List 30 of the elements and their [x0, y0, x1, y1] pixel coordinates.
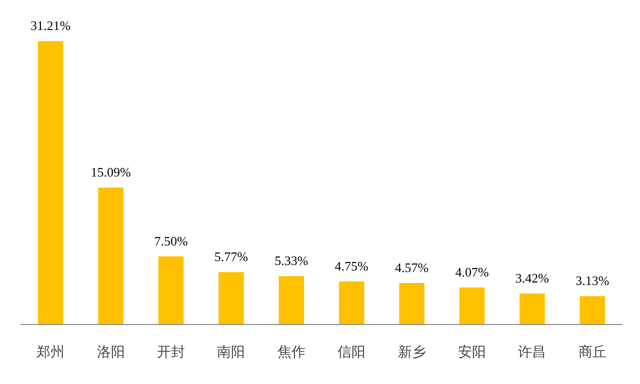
bar	[218, 272, 244, 324]
x-tick-label: 安阳	[458, 344, 486, 360]
data-label: 4.57%	[395, 260, 429, 276]
x-tick-label: 郑州	[36, 344, 65, 360]
bar	[459, 288, 485, 324]
x-tick-label: 许昌	[518, 344, 546, 360]
bar	[38, 41, 64, 324]
x-tick-label: 新乡	[398, 344, 426, 360]
bar	[278, 276, 304, 324]
bar	[338, 281, 364, 324]
data-label: 4.07%	[455, 264, 489, 280]
bar	[158, 256, 184, 324]
x-tick-label: 南阳	[217, 344, 246, 360]
data-label: 5.33%	[274, 253, 308, 268]
x-tick-label: 信阳	[338, 344, 366, 360]
x-tick-label: 洛阳	[96, 344, 125, 360]
data-label: 5.77%	[214, 249, 248, 264]
bar	[98, 188, 124, 324]
data-label: 4.75%	[334, 258, 369, 274]
bar	[580, 296, 606, 324]
data-label: 3.13%	[576, 273, 610, 288]
x-tick-label: 商丘	[578, 344, 606, 360]
x-tick-label: 焦作	[277, 344, 306, 360]
bar	[399, 283, 424, 324]
data-label: 31.21%	[30, 18, 71, 34]
data-label: 15.09%	[90, 164, 132, 180]
bar	[520, 293, 545, 324]
x-tick-label: 开封	[157, 344, 185, 360]
data-label: 3.42%	[515, 270, 550, 286]
data-label: 7.50%	[154, 233, 188, 248]
